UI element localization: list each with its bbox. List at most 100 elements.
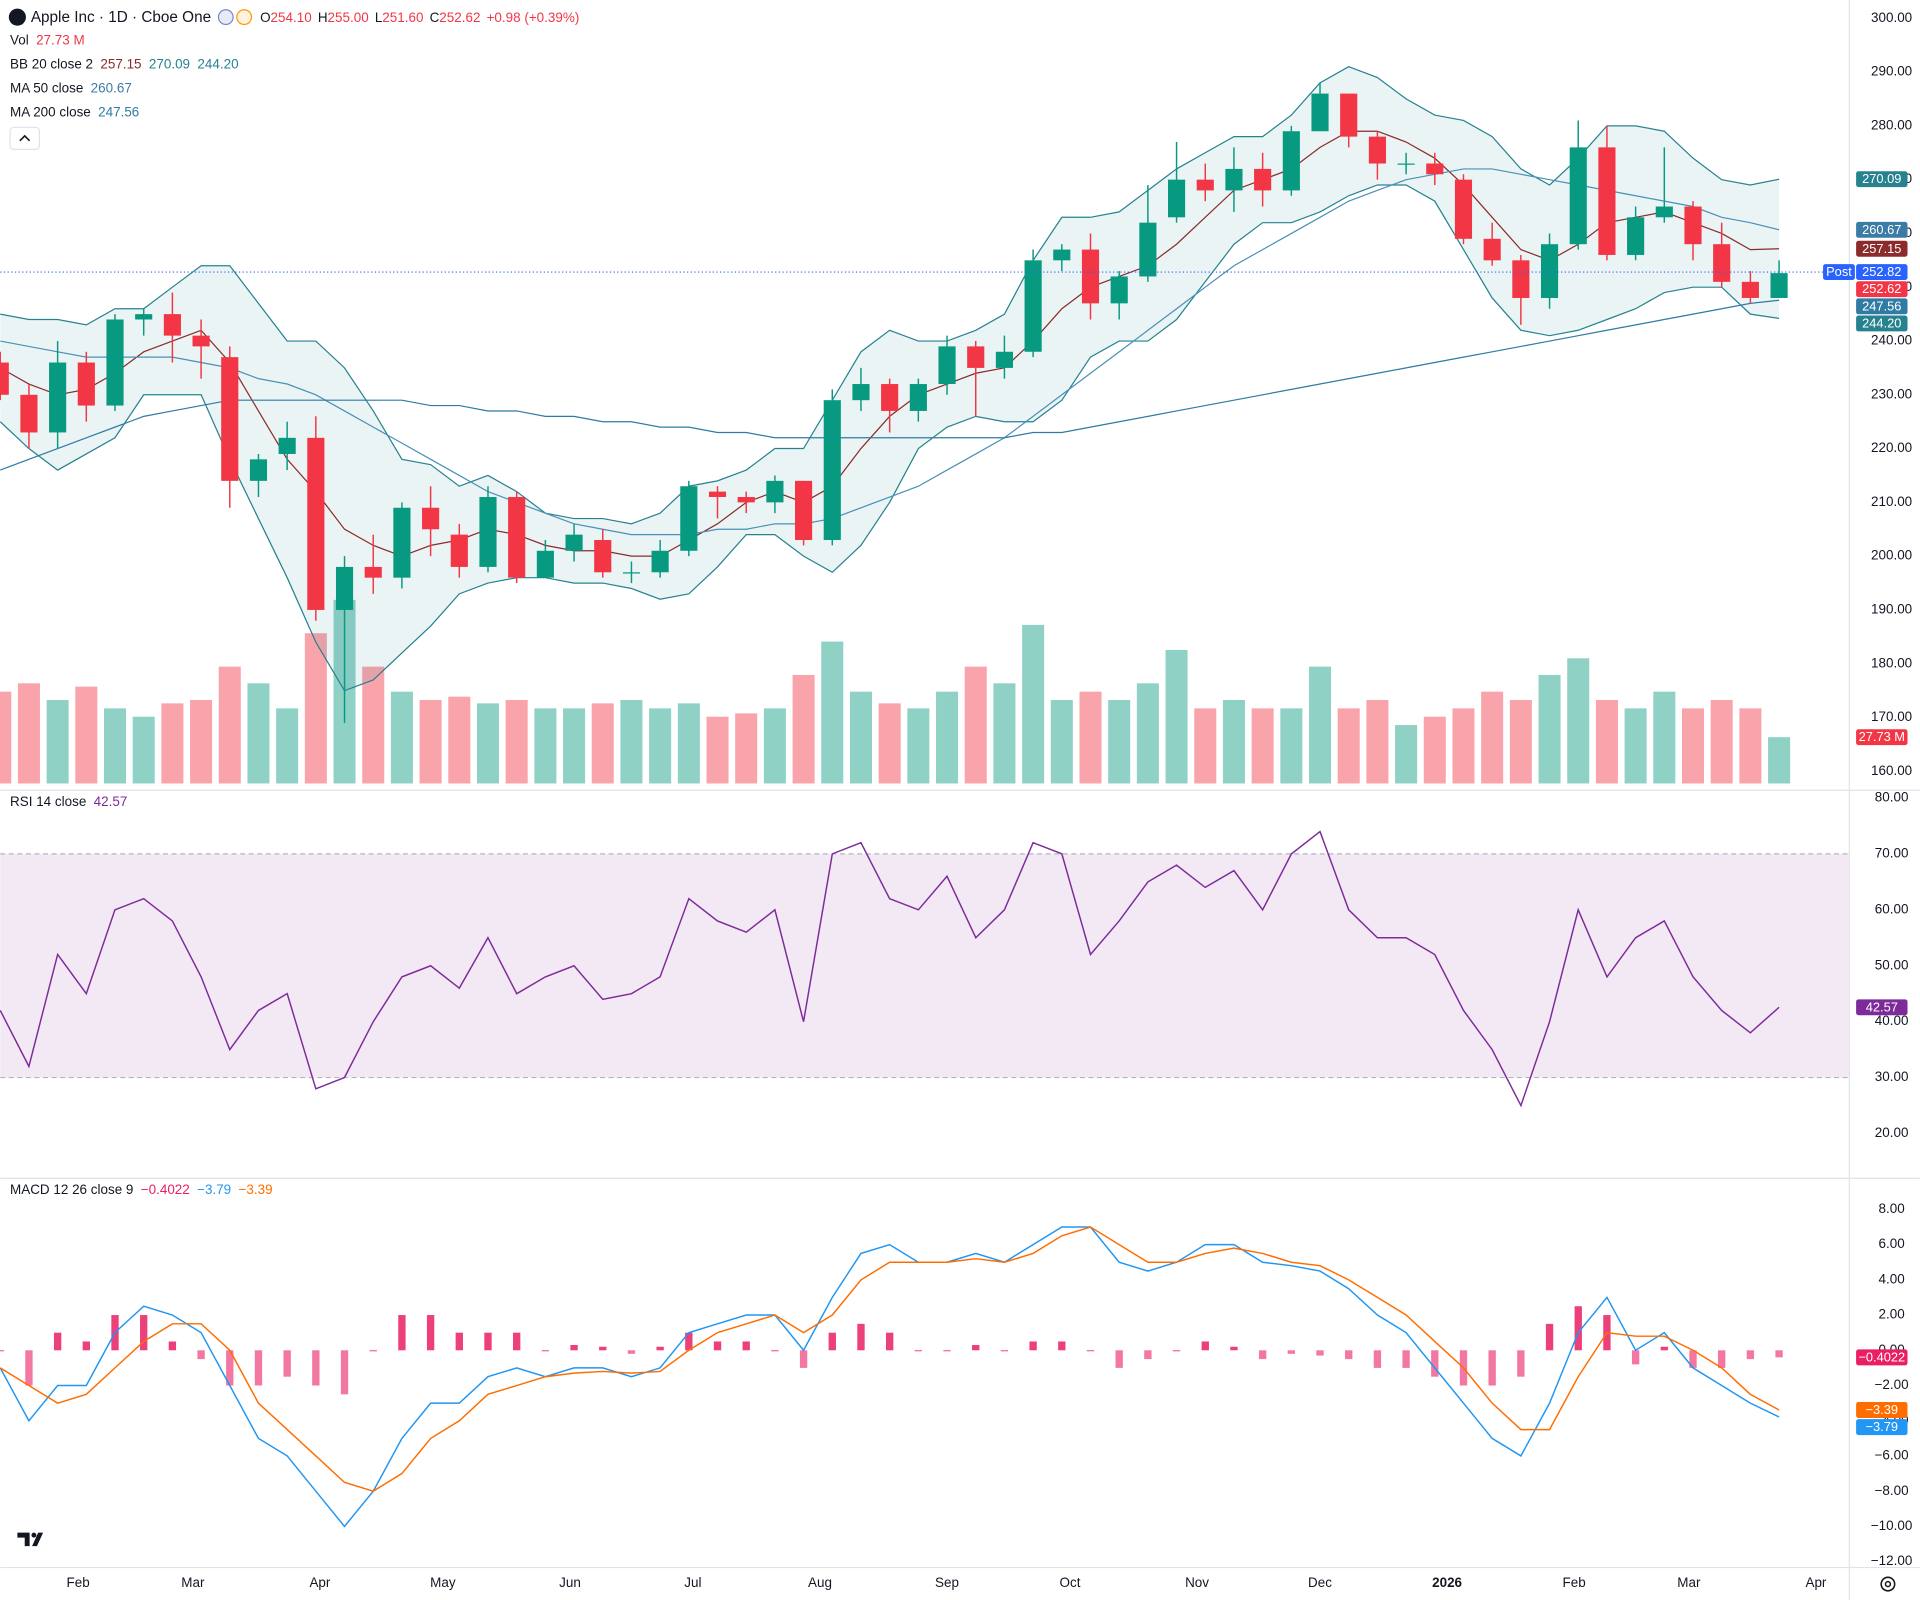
- volume-bar: [17, 683, 40, 784]
- candle-body: [1397, 163, 1415, 165]
- candle-body: [307, 437, 325, 610]
- x-tick-label: Feb: [1563, 1575, 1586, 1590]
- volume-bar: [964, 666, 987, 784]
- macd-histogram-bar: [398, 1315, 406, 1351]
- candle-body: [278, 437, 296, 454]
- y-tick-label: 80.00: [1875, 790, 1909, 805]
- macd-histogram-bar: [570, 1344, 578, 1351]
- macd-histogram-bar: [1287, 1350, 1296, 1354]
- price-tag-label: 260.67: [1862, 222, 1901, 237]
- macd-histogram-bar: [455, 1332, 463, 1351]
- volume-bar: [1108, 700, 1131, 784]
- y-tick-label: 4.00: [1879, 1271, 1905, 1286]
- candle-body: [1540, 244, 1559, 298]
- price-tag: [1856, 315, 1908, 332]
- x-tick-label: Mar: [1677, 1575, 1701, 1590]
- collapse-button[interactable]: [9, 126, 41, 150]
- market-status-icon[interactable]: [217, 9, 234, 26]
- volume-bar: [591, 703, 614, 784]
- candle-body: [221, 357, 239, 481]
- volume-tag: [1856, 729, 1908, 746]
- macd-histogram-bar: [713, 1341, 722, 1351]
- collapse-button-frame[interactable]: [9, 126, 41, 150]
- symbol-header: Apple Inc · 1D · Cboe One O254.10 H255.00 L…: [31, 9, 579, 26]
- volume-bar: [218, 666, 241, 784]
- volume-bar: [563, 708, 586, 784]
- y-tick-label: 280.00: [1871, 117, 1912, 132]
- indicator-line: [0, 168, 1780, 536]
- indicator-legend: RSI 14 close 42.57: [10, 793, 127, 808]
- tradingview-logo[interactable]: [17, 1532, 44, 1547]
- macd-histogram-bar: [140, 1315, 148, 1351]
- legend-name: MA 50 close: [10, 80, 83, 95]
- y-tick-label: −2.00: [1875, 1377, 1909, 1392]
- volume-bar: [1079, 691, 1102, 784]
- price-tag: [1856, 1349, 1908, 1366]
- volume-bar: [0, 691, 12, 784]
- price-tag-label: 244.20: [1862, 315, 1901, 330]
- y-tick-label: 190.00: [1871, 602, 1912, 617]
- volume-bar: [1452, 708, 1475, 784]
- candle-body: [766, 480, 784, 503]
- indicator-legend: MACD 12 26 close 9 −0.4022 −3.79 −3.39: [10, 1181, 273, 1196]
- volume-bar: [1136, 683, 1159, 784]
- volume-bar: [505, 700, 528, 784]
- volume-bar: [1366, 700, 1389, 784]
- volume-bar: [1309, 666, 1332, 784]
- legend-value: −0.4022: [141, 1181, 190, 1196]
- y-tick-label: −10.00: [1871, 1518, 1913, 1533]
- macd-histogram-bar: [1545, 1323, 1554, 1351]
- y-tick-label: 20.00: [1875, 1125, 1909, 1140]
- candle-body: [823, 400, 841, 541]
- x-tick-label: Jun: [559, 1575, 581, 1590]
- candle-body: [938, 346, 956, 385]
- price-tag-note: [1823, 264, 1855, 281]
- y-tick-label: 70.00: [1875, 845, 1909, 860]
- macd-histogram-bar: [82, 1341, 90, 1351]
- candle-body: [1053, 249, 1071, 261]
- candle-body: [1569, 147, 1587, 245]
- delayed-data-icon[interactable]: [236, 9, 253, 26]
- macd-histogram-bar: [1258, 1350, 1267, 1360]
- candle-body: [1225, 168, 1243, 191]
- x-tick-label: 2026: [1432, 1575, 1462, 1590]
- candle-body: [1770, 273, 1788, 298]
- macd-histogram-bar: [1086, 1350, 1095, 1352]
- volume-bar: [649, 708, 672, 784]
- candle-body: [49, 362, 67, 433]
- macd-histogram-bar: [226, 1350, 234, 1386]
- legend-value: 244.20: [197, 56, 238, 71]
- price-tag-label: 252.62: [1862, 281, 1901, 296]
- volume-bar: [1165, 649, 1188, 784]
- volume-bar: [1710, 700, 1733, 784]
- macd-line: [0, 1226, 1780, 1492]
- volume-bar: [534, 708, 557, 784]
- macd-histogram-bar: [168, 1341, 177, 1351]
- price-tag: [1856, 240, 1908, 257]
- indicator-legend: MA 200 close 247.56: [10, 104, 139, 119]
- macd-histogram-bar: [283, 1350, 291, 1377]
- price-tag-label: −0.4022: [1858, 1349, 1905, 1364]
- macd-histogram-bar: [1718, 1350, 1726, 1368]
- volume-bar: [763, 708, 786, 784]
- macd-histogram-bar: [685, 1332, 693, 1351]
- volume-bar: [706, 716, 729, 784]
- indicator-legend: Vol 27.73 M: [10, 32, 85, 47]
- volume-bar: [419, 700, 442, 784]
- volume-bar: [1653, 691, 1676, 784]
- ohlc-value: 251.60: [382, 9, 423, 24]
- price-tag: [1856, 298, 1908, 315]
- macd-histogram-bar: [943, 1350, 951, 1352]
- rsi-line: [0, 830, 1780, 1108]
- settings-button[interactable]: [1880, 1576, 1896, 1592]
- macd-histogram-bar: [1373, 1350, 1382, 1368]
- ohlc-label: C: [430, 9, 440, 24]
- candle-body: [995, 351, 1013, 368]
- x-tick-label: Mar: [181, 1575, 205, 1590]
- volume-bar: [993, 683, 1016, 784]
- legend-name: MACD 12 26 close 9: [10, 1181, 133, 1196]
- volume-bar: [878, 703, 901, 784]
- x-tick-label: Sep: [935, 1575, 959, 1590]
